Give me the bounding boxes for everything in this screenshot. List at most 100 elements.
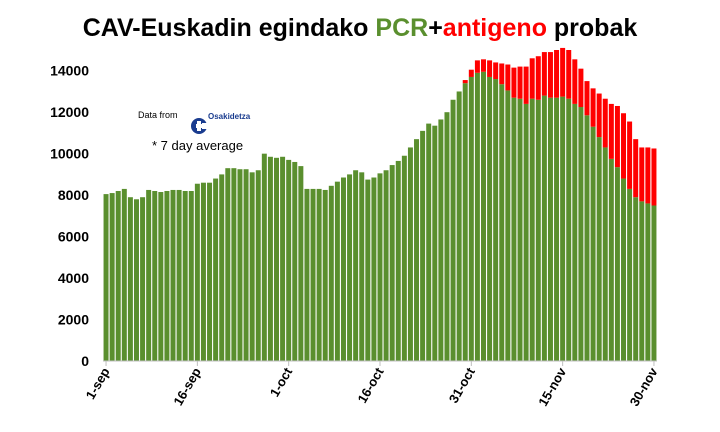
antigen-bar-12-nov <box>541 52 547 96</box>
pcr-bar-15-sep <box>188 190 194 361</box>
pcr-bar-22-oct <box>414 139 420 361</box>
pcr-bar-12-sep <box>170 189 176 361</box>
bars <box>103 47 657 362</box>
pcr-bar-6-oct <box>316 188 322 361</box>
pcr-bar-16-oct <box>377 173 383 361</box>
y-tick-label: 14000 <box>50 63 89 79</box>
antigen-bar-10-nov <box>529 58 535 99</box>
pcr-bar-18-sep <box>207 182 213 361</box>
pcr-bar-6-sep <box>133 199 139 361</box>
antigen-bar-16-nov <box>566 50 572 99</box>
y-tick-label: 12000 <box>50 104 89 120</box>
x-tick-label: 15-nov <box>535 364 569 408</box>
pcr-bar-10-oct <box>340 177 346 361</box>
pcr-bar-18-oct <box>389 165 395 361</box>
pcr-bar-2-oct <box>292 161 298 361</box>
antigen-bar-23-nov <box>608 103 614 159</box>
antigen-bar-18-nov <box>578 68 584 108</box>
pcr-bar-10-sep <box>158 192 164 361</box>
pcr-bar-12-nov <box>541 95 547 362</box>
pcr-bar-3-sep <box>115 190 121 361</box>
antigen-bar-11-nov <box>535 56 541 100</box>
x-tick-label: 16-oct <box>354 364 386 405</box>
antigen-bar-8-nov <box>517 66 523 99</box>
pcr-bar-16-sep <box>194 183 200 361</box>
pcr-bar-14-nov <box>554 97 560 361</box>
y-tick-label: 8000 <box>58 187 89 203</box>
pcr-bar-28-oct <box>450 99 456 361</box>
y-axis-ticks: 0 2000 4000 6000 8000 10000 12000 14000 <box>50 63 89 369</box>
title-antigeno: antigeno <box>442 14 547 42</box>
pcr-bar-10-nov <box>529 98 535 361</box>
pcr-bar-22-sep <box>231 168 237 361</box>
antigen-bar-22-nov <box>602 98 608 148</box>
pcr-bar-26-oct <box>438 119 444 362</box>
pcr-bar-17-nov <box>572 103 578 361</box>
pcr-bar-8-oct <box>328 185 334 361</box>
source-label: Data from <box>138 110 178 120</box>
pcr-bar-28-nov <box>639 201 645 361</box>
pcr-bar-11-sep <box>164 190 170 361</box>
pcr-bar-19-oct <box>395 160 401 361</box>
pcr-bar-29-nov <box>645 203 651 361</box>
antigen-bar-17-nov <box>572 59 578 104</box>
pcr-bar-20-nov <box>590 126 596 362</box>
pcr-bar-11-nov <box>535 99 541 361</box>
pcr-bar-23-nov <box>608 158 614 361</box>
pcr-bar-13-sep <box>176 189 182 361</box>
pcr-bar-9-sep <box>152 190 158 361</box>
pcr-bar-12-oct <box>353 170 359 361</box>
pcr-bar-4-oct <box>304 188 310 361</box>
title-part-5: probak <box>546 14 638 42</box>
source-logo-text: Osakidetza <box>208 112 251 121</box>
pcr-bar-3-nov <box>487 76 493 361</box>
x-tick-label: 16-sep <box>170 365 204 408</box>
pcr-bar-24-nov <box>614 167 620 361</box>
title-plus: + <box>428 14 443 42</box>
pcr-bar-4-sep <box>121 188 127 361</box>
pcr-bar-24-oct <box>426 123 432 361</box>
antigen-bar-1-nov <box>474 60 480 73</box>
antigen-bar-29-nov <box>645 147 651 204</box>
osakidetza-logo-icon <box>191 118 212 134</box>
pcr-bar-21-nov <box>596 137 602 361</box>
pcr-bar-29-oct <box>456 91 462 361</box>
pcr-bar-15-oct <box>371 177 377 361</box>
y-tick-label: 4000 <box>58 270 89 286</box>
pcr-bar-27-sep <box>261 153 267 361</box>
antigen-bar-25-nov <box>621 113 627 179</box>
pcr-bar-6-nov <box>505 90 511 362</box>
antigen-bar-24-nov <box>614 105 620 168</box>
pcr-bar-7-oct <box>322 189 328 361</box>
title-part-1: CAV-Euskadin egindako <box>82 14 376 42</box>
x-tick-label: 31-oct <box>446 364 478 405</box>
antigen-bar-21-nov <box>596 93 602 138</box>
pcr-bar-4-nov <box>493 79 499 361</box>
pcr-bar-7-nov <box>511 97 517 361</box>
pcr-bar-5-sep <box>127 197 133 361</box>
pcr-bar-8-sep <box>146 189 152 361</box>
antigen-bar-9-nov <box>523 66 529 104</box>
antigen-bar-31-oct <box>468 69 474 77</box>
pcr-bar-19-sep <box>213 178 219 361</box>
pcr-bar-30-nov <box>651 205 657 361</box>
pcr-bar-13-nov <box>547 97 553 361</box>
antigen-bar-7-nov <box>511 67 517 98</box>
pcr-bar-5-oct <box>310 188 316 361</box>
pcr-bar-8-nov <box>517 98 523 361</box>
title-pcr: PCR <box>375 14 429 42</box>
pcr-bar-29-sep <box>274 157 279 361</box>
pcr-bar-14-oct <box>365 179 371 361</box>
pcr-bar-19-nov <box>584 115 590 361</box>
antigen-bar-15-nov <box>560 47 566 97</box>
pcr-bar-16-nov <box>566 98 572 361</box>
pcr-bar-27-oct <box>444 112 450 361</box>
pcr-bar-2-sep <box>109 193 115 361</box>
pcr-bar-15-nov <box>560 96 566 362</box>
pcr-bar-25-oct <box>432 125 438 362</box>
pcr-bar-9-nov <box>523 103 529 361</box>
antigen-bar-30-nov <box>651 148 657 206</box>
pcr-bar-31-oct <box>468 76 474 361</box>
pcr-bar-24-sep <box>243 169 249 361</box>
pcr-bar-25-sep <box>249 172 255 361</box>
